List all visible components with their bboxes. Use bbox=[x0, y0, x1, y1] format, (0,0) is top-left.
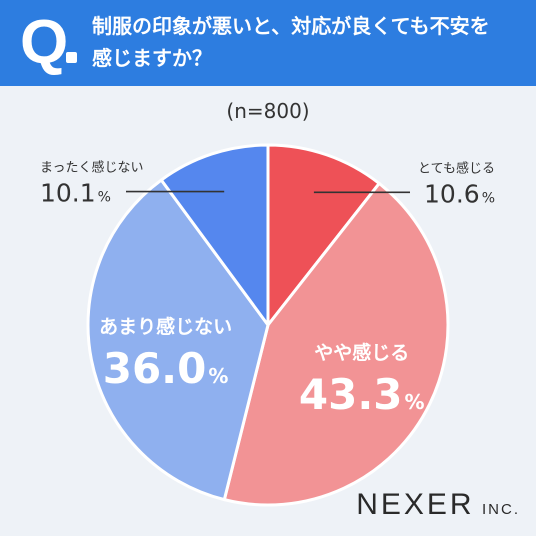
slice-value-unit-0: % bbox=[482, 190, 495, 206]
question-text: 制服の印象が悪いと、対応が良くても不安を 感じますか？ bbox=[92, 10, 512, 74]
slice-label-0: とても感じる bbox=[418, 160, 495, 176]
slice-value-unit-1: % bbox=[405, 390, 425, 414]
slice-value-number-2: 36.0 bbox=[103, 344, 207, 393]
question-line-1: 制服の印象が悪いと、対応が良くても不安を bbox=[92, 14, 490, 38]
slice-value-3: 10.1% bbox=[40, 179, 111, 208]
slice-value-0: 10.6% bbox=[424, 179, 495, 208]
q-mark: Q bbox=[20, 8, 69, 77]
question-line-2: 感じますか？ bbox=[92, 46, 212, 70]
slice-value-unit-2: % bbox=[208, 364, 228, 388]
slice-value-2: 36.0% bbox=[103, 344, 229, 393]
pie-slice-2 bbox=[86, 178, 270, 502]
question-header: Q 制服の印象が悪いと、対応が良くても不安を 感じますか？ bbox=[0, 0, 536, 86]
nexer-logo: NEXER INC. bbox=[356, 488, 520, 522]
slice-label-3: まったく感じない bbox=[40, 160, 143, 176]
slice-value-number-0: 10.6 bbox=[424, 179, 480, 208]
slice-value-1: 43.3% bbox=[299, 370, 425, 419]
slice-label-1: やや感じる bbox=[314, 341, 409, 364]
sample-size-label: (n=800) bbox=[226, 99, 310, 123]
pie-slice-1 bbox=[222, 181, 450, 507]
slice-value-unit-3: % bbox=[98, 190, 111, 206]
pie-slice-3 bbox=[159, 143, 270, 327]
slice-value-number-3: 10.1 bbox=[40, 179, 96, 208]
q-dot bbox=[66, 52, 77, 63]
slice-label-2: あまり感じない bbox=[99, 315, 232, 338]
pie-slice-0 bbox=[266, 143, 381, 327]
logo-main: NEXER bbox=[356, 488, 475, 521]
slice-value-number-1: 43.3 bbox=[299, 370, 403, 419]
logo-suffix: INC. bbox=[482, 501, 520, 518]
